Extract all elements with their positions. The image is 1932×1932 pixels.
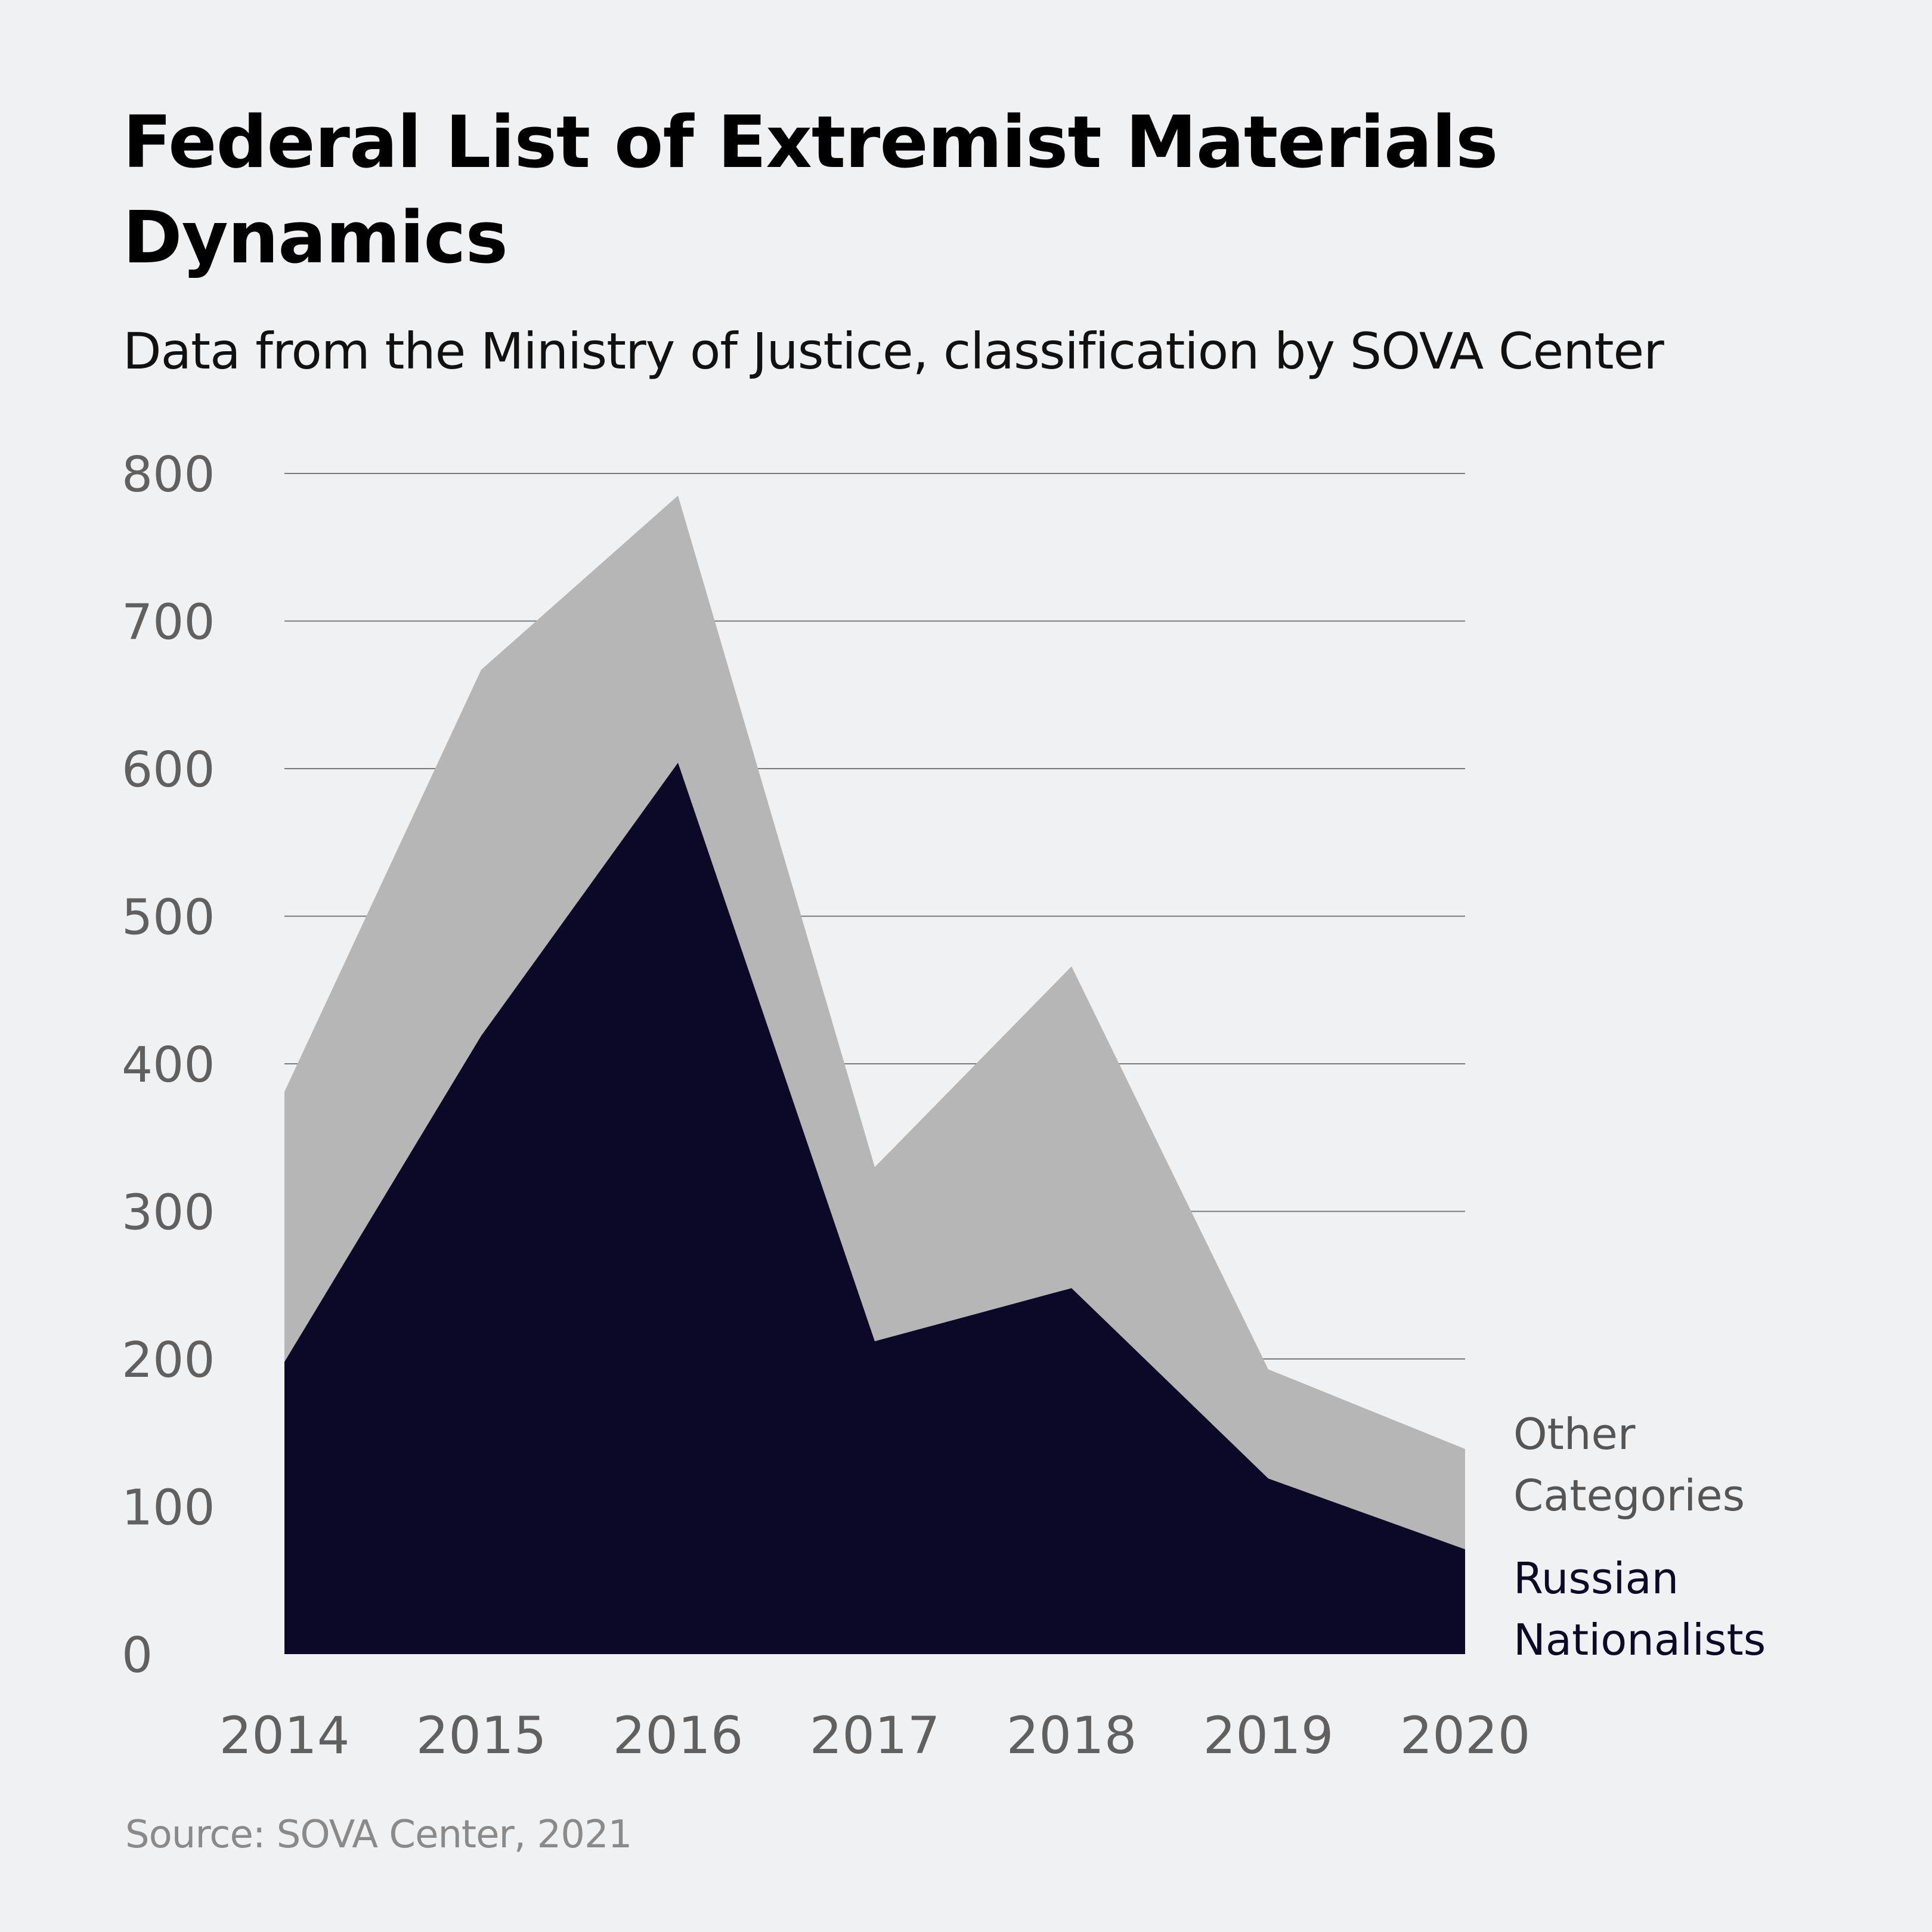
areas xyxy=(284,496,1465,1654)
label-russian-nationalists-line-2: Nationalists xyxy=(1513,1615,1766,1665)
label-other-categories-line-2: Categories xyxy=(1513,1470,1745,1521)
area-russian-nationalists xyxy=(284,763,1465,1654)
y-tick-label-500: 500 xyxy=(122,890,215,946)
y-tick-label-0: 0 xyxy=(122,1627,153,1684)
chart-title-line-1: Federal List of Extremist Materials xyxy=(123,101,1498,184)
x-tick-label-2015: 2015 xyxy=(416,1706,547,1766)
y-tick-label-300: 300 xyxy=(122,1185,215,1241)
x-axis-ticks: 2014 2015 2016 2017 2018 2019 2020 xyxy=(219,1706,1531,1766)
x-tick-label-2020: 2020 xyxy=(1400,1706,1531,1766)
chart-title: Federal List of Extremist Materials Dyna… xyxy=(123,95,1554,286)
y-axis-ticks: 0 100 200 300 400 500 600 700 800 xyxy=(122,447,215,1684)
y-tick-label-200: 200 xyxy=(122,1332,215,1389)
area-other-categories xyxy=(284,496,1465,1550)
y-tick-label-700: 700 xyxy=(122,595,215,651)
y-tick-label-800: 800 xyxy=(122,447,215,503)
label-russian-nationalists-line-1: Russian xyxy=(1513,1553,1679,1603)
x-tick-label-2019: 2019 xyxy=(1203,1706,1334,1766)
x-tick-label-2017: 2017 xyxy=(810,1706,940,1766)
chart-title-line-2: Dynamics xyxy=(123,197,508,280)
series-labels: Other Categories Russian Nationalists xyxy=(1513,1409,1766,1665)
x-tick-label-2018: 2018 xyxy=(1007,1706,1137,1766)
label-other-categories-line-1: Other xyxy=(1513,1409,1636,1459)
y-tick-label-100: 100 xyxy=(122,1480,215,1537)
chart-subtitle: Data from the Ministry of Justice, class… xyxy=(123,322,1664,380)
y-tick-label-400: 400 xyxy=(122,1037,215,1094)
x-tick-label-2014: 2014 xyxy=(219,1706,350,1766)
x-tick-label-2016: 2016 xyxy=(613,1706,744,1766)
y-tick-label-600: 600 xyxy=(122,742,215,798)
source-note: Source: SOVA Center, 2021 xyxy=(125,1813,632,1857)
label-russian-nationalists: Russian Nationalists xyxy=(1513,1553,1766,1665)
label-other-categories: Other Categories xyxy=(1513,1409,1745,1521)
